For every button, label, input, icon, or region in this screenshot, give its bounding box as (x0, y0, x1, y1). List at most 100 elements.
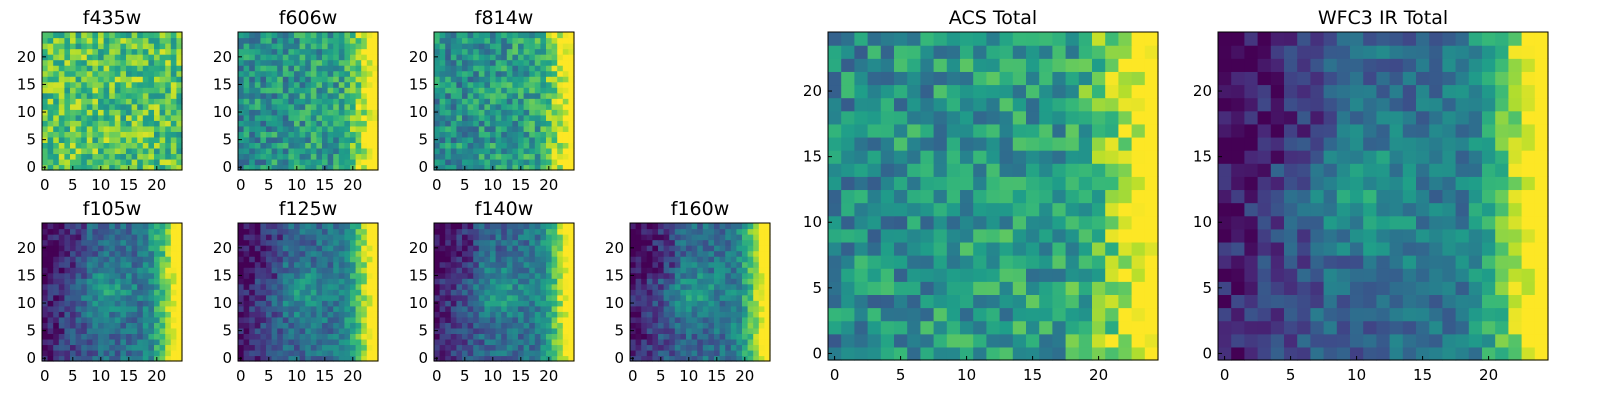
heatmap-cell (243, 32, 250, 39)
heatmap-cell (361, 289, 368, 296)
heatmap-cell (131, 289, 138, 296)
heatmap-cell (534, 125, 541, 132)
heatmap-cell (114, 228, 121, 235)
heatmap-cell (81, 322, 88, 329)
x-tick-label: 0 (236, 176, 246, 194)
heatmap-cell (154, 131, 161, 138)
heatmap-cell (316, 92, 323, 99)
heatmap-cell (546, 349, 553, 357)
heatmap-cell (742, 272, 749, 279)
heatmap-cell (512, 322, 519, 329)
heatmap-cell (53, 147, 60, 155)
heatmap-cell (473, 32, 480, 39)
heatmap-cell (142, 272, 149, 279)
heatmap-cell (920, 150, 935, 164)
heatmap-cell (238, 311, 245, 318)
heatmap-cell (327, 311, 334, 318)
heatmap-cell (529, 37, 536, 44)
heatmap-cell (462, 48, 469, 55)
heatmap-cell (529, 70, 536, 77)
heatmap-cell (495, 272, 502, 279)
heatmap-cell (310, 103, 317, 110)
heatmap-cell (658, 267, 665, 274)
heatmap-cell (568, 43, 575, 50)
heatmap-cell (75, 289, 82, 296)
heatmap-cell (747, 305, 754, 312)
heatmap-cell (254, 70, 261, 77)
heatmap-cell (946, 202, 961, 217)
heatmap-cell (249, 338, 256, 346)
heatmap-cell (725, 333, 732, 340)
heatmap-cell (120, 158, 127, 166)
heatmap-cell (663, 316, 670, 323)
heatmap-cell (165, 338, 172, 346)
heatmap-cell (529, 87, 536, 94)
heatmap-cell (322, 114, 329, 121)
heatmap-cell (165, 327, 172, 334)
heatmap-cell (456, 278, 463, 285)
heatmap-cell (529, 300, 536, 307)
heatmap-cell (467, 48, 474, 55)
heatmap-cell (148, 349, 155, 357)
heatmap-cell (557, 223, 564, 230)
heatmap-cell (1144, 268, 1159, 282)
heatmap-cell (758, 355, 765, 362)
heatmap-cell (445, 43, 452, 50)
heatmap-cell (98, 250, 105, 257)
heatmap-cell (702, 234, 709, 241)
heatmap-cell (98, 48, 105, 55)
heatmap-cell (310, 164, 317, 171)
heatmap-cell (338, 322, 345, 329)
heatmap-cell (243, 294, 250, 301)
heatmap-cell (680, 294, 687, 301)
heatmap-cell (333, 43, 340, 50)
heatmap-cell (131, 344, 138, 351)
heatmap-cell (47, 322, 54, 329)
heatmap-cell (529, 338, 536, 346)
heatmap-cell (299, 344, 306, 351)
heatmap-cell (646, 294, 653, 301)
heatmap-cell (70, 98, 77, 105)
heatmap-cell (501, 59, 508, 66)
heatmap-cell (53, 43, 60, 50)
heatmap-cell (456, 283, 463, 290)
heatmap-cell (534, 289, 541, 296)
heatmap-cell (316, 147, 323, 155)
heatmap-cell (568, 283, 575, 290)
heatmap-cell (669, 267, 676, 274)
heatmap-cell (142, 245, 149, 252)
heatmap-cell (730, 239, 737, 246)
heatmap-cell (562, 114, 569, 121)
heatmap-cell (154, 54, 161, 61)
heatmap-cell (523, 125, 530, 132)
heatmap-cell (663, 311, 670, 318)
heatmap-cell (1144, 150, 1159, 164)
heatmap-cell (58, 32, 65, 39)
heatmap-cell (271, 103, 278, 110)
heatmap-cell (546, 250, 553, 257)
heatmap-cell (439, 109, 446, 116)
heatmap-cell (266, 294, 273, 301)
heatmap-cell (1092, 255, 1106, 269)
heatmap-cell (841, 150, 855, 164)
heatmap-cell (484, 43, 491, 50)
heatmap-cell (495, 355, 502, 362)
heatmap-cell (478, 261, 485, 268)
heatmap-cell (350, 114, 357, 121)
heatmap-cell (467, 114, 474, 121)
heatmap-cell (142, 114, 149, 121)
heatmap-cell (1012, 202, 1027, 217)
heatmap-cell (663, 234, 670, 241)
heatmap-cell (249, 92, 256, 99)
heatmap-cell (490, 322, 497, 329)
heatmap-cell (350, 147, 357, 155)
heatmap-cell (462, 344, 469, 351)
y-tick-label: 0 (418, 158, 428, 176)
heatmap-cell (719, 256, 726, 263)
heatmap-cell (439, 333, 446, 340)
heatmap-cell (946, 215, 961, 230)
heatmap-cell (467, 294, 474, 301)
heatmap-cell (366, 87, 373, 94)
heatmap-cell (680, 333, 687, 340)
heatmap-cell (686, 250, 693, 257)
